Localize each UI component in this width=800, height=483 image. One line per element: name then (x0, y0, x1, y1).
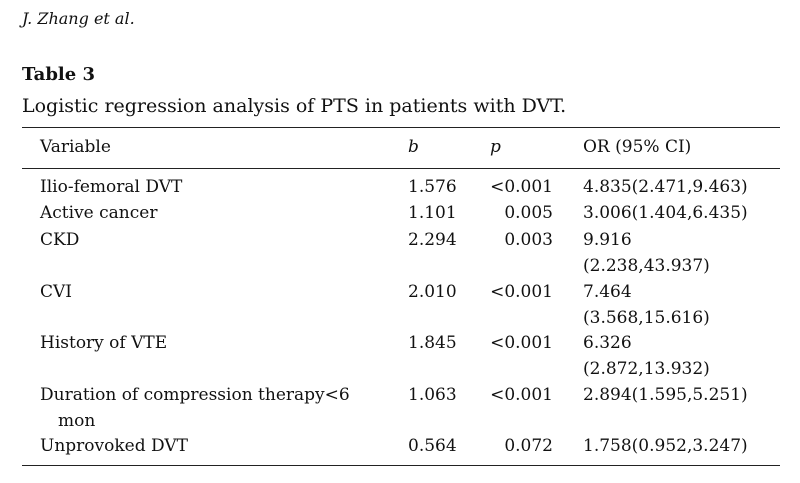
column-header-or: OR (95% CI) (583, 137, 692, 157)
cell-variable: Duration of compression therapy<6 (40, 385, 350, 405)
cell-p: <0.001 (490, 333, 553, 353)
cell-variable: Active cancer (40, 203, 158, 223)
table-bottom-rule (22, 465, 780, 466)
cell-p: <0.001 (490, 282, 553, 302)
cell-variable: CKD (40, 230, 80, 250)
table-top-rule (22, 127, 780, 128)
cell-or-ci: (3.568,15.616) (583, 308, 710, 328)
running-header-author: J. Zhang et al. (22, 9, 135, 28)
cell-variable: Ilio-femoral DVT (40, 177, 183, 197)
cell-b: 2.010 (408, 282, 457, 302)
cell-or: 4.835(2.471,9.463) (583, 177, 748, 197)
cell-or-ci: (2.238,43.937) (583, 256, 710, 276)
cell-or: 2.894(1.595,5.251) (583, 385, 748, 405)
table-caption: Logistic regression analysis of PTS in p… (22, 95, 567, 117)
column-header-p: p (490, 137, 501, 157)
cell-variable: History of VTE (40, 333, 168, 353)
cell-variable: CVI (40, 282, 72, 302)
cell-p: <0.001 (490, 385, 553, 405)
cell-or: 9.916 (583, 230, 632, 250)
cell-b: 2.294 (408, 230, 457, 250)
cell-b: 0.564 (408, 436, 457, 456)
cell-or-ci: (2.872,13.932) (583, 359, 710, 379)
cell-b: 1.101 (408, 203, 457, 223)
column-header-variable: Variable (40, 137, 111, 157)
table-header-rule (22, 168, 780, 169)
cell-p: <0.001 (490, 177, 553, 197)
cell-p: 0.072 (504, 436, 553, 456)
table-number: Table 3 (22, 64, 96, 85)
cell-p: 0.005 (504, 203, 553, 223)
cell-or: 7.464 (583, 282, 632, 302)
cell-b: 1.576 (408, 177, 457, 197)
cell-variable: Unprovoked DVT (40, 436, 188, 456)
cell-b: 1.063 (408, 385, 457, 405)
cell-p: 0.003 (504, 230, 553, 250)
cell-variable-cont: mon (58, 411, 96, 431)
column-header-b: b (408, 137, 419, 157)
cell-b: 1.845 (408, 333, 457, 353)
cell-or: 1.758(0.952,3.247) (583, 436, 748, 456)
cell-or: 3.006(1.404,6.435) (583, 203, 748, 223)
cell-or: 6.326 (583, 333, 632, 353)
